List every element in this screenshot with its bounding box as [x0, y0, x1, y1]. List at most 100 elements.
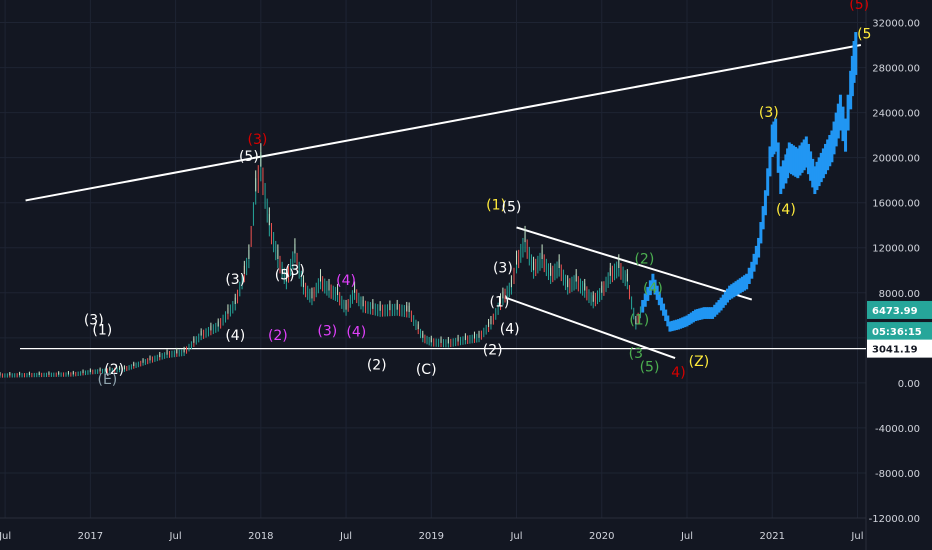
price-candle [526, 239, 528, 259]
price-candle [324, 278, 326, 294]
price-candle [836, 103, 840, 139]
price-candle [752, 253, 756, 272]
price-candle [225, 311, 227, 323]
price-candle [24, 373, 26, 378]
price-candle [415, 319, 417, 331]
wave-label: (3) [84, 312, 104, 328]
wave-label: (5) [849, 0, 869, 13]
price-wick [337, 283, 339, 296]
price-candle [149, 357, 151, 364]
wave-label: (C) [416, 362, 437, 378]
price-candle [307, 285, 309, 300]
price-candle [657, 291, 661, 306]
price-candle [798, 145, 802, 176]
price-candle [77, 371, 79, 377]
price-candle [719, 297, 723, 311]
price-candle [817, 157, 821, 187]
price-candle [164, 352, 166, 359]
price-candle [140, 360, 142, 367]
price-candle [181, 349, 183, 357]
price-candle [537, 255, 539, 274]
price-candle [786, 148, 790, 179]
price-candle [569, 278, 571, 294]
price-candle [339, 291, 341, 306]
price-wick [119, 365, 121, 370]
price-candle [168, 350, 170, 358]
price-candle [121, 367, 123, 373]
price-candle [239, 281, 241, 297]
price-candle [53, 372, 55, 377]
resistance-trendline[interactable] [25, 44, 862, 202]
price-wick [609, 262, 611, 276]
price-wick [294, 238, 296, 254]
price-wick [618, 254, 620, 269]
price-candle [273, 231, 275, 253]
price-candle [639, 306, 641, 319]
price-wick [635, 315, 637, 325]
price-candle [313, 287, 315, 302]
price-candle [328, 283, 330, 298]
price-candle [391, 303, 393, 317]
price-candle [662, 303, 666, 316]
price-candle [351, 290, 353, 304]
price-candle [382, 304, 384, 317]
channel-upper-line[interactable] [516, 226, 753, 301]
channel-lower-line[interactable] [504, 296, 676, 360]
y-tick-label: -4000.00 [875, 424, 920, 435]
price-candle [72, 372, 74, 377]
price-candle [832, 121, 836, 155]
price-wick [183, 346, 185, 353]
price-wick [159, 351, 161, 358]
price-candle [495, 308, 497, 320]
price-candle [450, 338, 452, 348]
price-wick [440, 336, 442, 343]
price-candle [19, 373, 21, 378]
price-candle [535, 258, 537, 277]
price-wick [142, 358, 144, 363]
price-wick [389, 300, 391, 311]
y-tick-label: 20000.00 [872, 154, 920, 165]
price-candle [582, 280, 584, 296]
price-candle [651, 273, 655, 290]
price-candle [28, 372, 30, 378]
price-candle [664, 309, 668, 322]
price-candle [571, 276, 573, 292]
price-candle [730, 284, 734, 299]
price-candle [599, 288, 601, 302]
price-candle [584, 283, 586, 298]
price-candle [317, 278, 319, 294]
price-candle [826, 139, 830, 171]
price-candle [476, 333, 478, 343]
price-candle [349, 294, 351, 308]
wave-label: (3 [629, 346, 643, 362]
price-candle [577, 276, 579, 292]
price-wick [510, 275, 512, 288]
price-candle [648, 280, 652, 296]
price-candle [776, 142, 780, 173]
wave-label: (E) [98, 372, 118, 388]
price-candle [653, 279, 657, 295]
price-candle [326, 280, 328, 296]
price-candle [257, 165, 259, 193]
price-candle [384, 304, 386, 317]
price-candle [341, 295, 343, 309]
price-wick [478, 330, 480, 338]
price-candle [356, 289, 358, 304]
price-candle [588, 289, 590, 304]
price-candle [438, 338, 440, 347]
price-candle [154, 355, 156, 362]
price-candle [530, 254, 532, 273]
price-candle [300, 270, 302, 287]
price-candle [506, 285, 508, 300]
wave-label: (4) [776, 202, 796, 218]
price-wick [362, 296, 364, 307]
price-candle [611, 265, 613, 283]
price-candle [815, 161, 819, 191]
price-candle [75, 371, 77, 377]
price-candle [330, 284, 332, 299]
price-wick [302, 275, 304, 288]
x-tick-label: Jul [169, 531, 182, 542]
price-candle [46, 372, 48, 378]
price-candle [513, 267, 515, 284]
